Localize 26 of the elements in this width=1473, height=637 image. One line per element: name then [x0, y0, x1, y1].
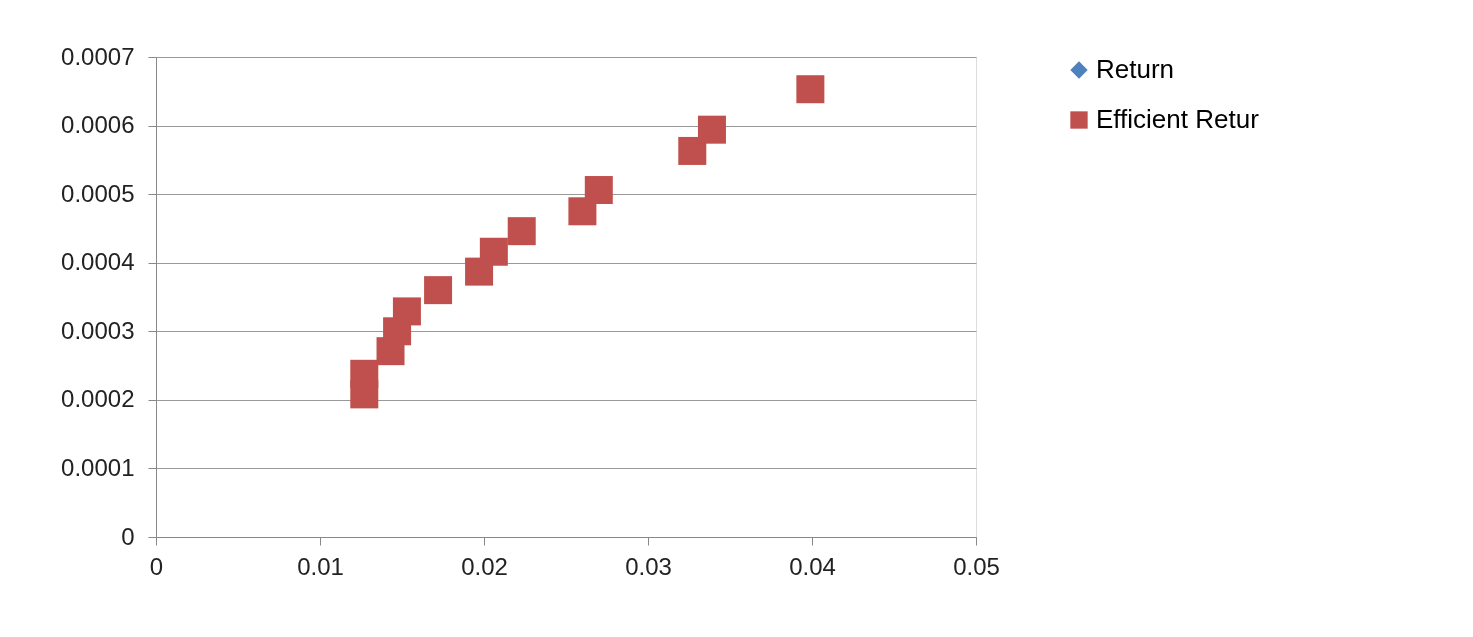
- point: [479, 237, 508, 266]
- y-tick-label: 0.0001: [61, 453, 135, 481]
- point: [796, 75, 825, 104]
- x-tick-label: 0.01: [297, 552, 344, 580]
- point: [678, 136, 707, 165]
- point: [568, 197, 597, 226]
- point: [350, 359, 379, 388]
- y-tick-label: 0.0004: [61, 248, 135, 276]
- point: [392, 297, 421, 326]
- point: [697, 115, 726, 144]
- x-tick-label: 0.05: [953, 552, 1000, 580]
- x-tick-label: 0.03: [625, 552, 672, 580]
- y-tick-label: 0.0003: [61, 316, 135, 344]
- y-tick-label: 0.0007: [61, 42, 135, 70]
- point: [424, 276, 453, 305]
- y-tick-label: 0.0006: [61, 111, 135, 139]
- y-tick-label: 0.0005: [61, 179, 135, 207]
- x-tick-label: 0.02: [461, 552, 508, 580]
- legend-label: Return: [1096, 54, 1175, 84]
- x-tick-label: 0.04: [789, 552, 836, 580]
- y-tick-label: 0.0002: [61, 385, 135, 413]
- x-tick-label: 0: [149, 552, 164, 580]
- y-tick-label: 0: [121, 522, 135, 550]
- point: [507, 217, 536, 246]
- point: [584, 176, 613, 205]
- legend-label: Efficient Retur: [1096, 104, 1260, 134]
